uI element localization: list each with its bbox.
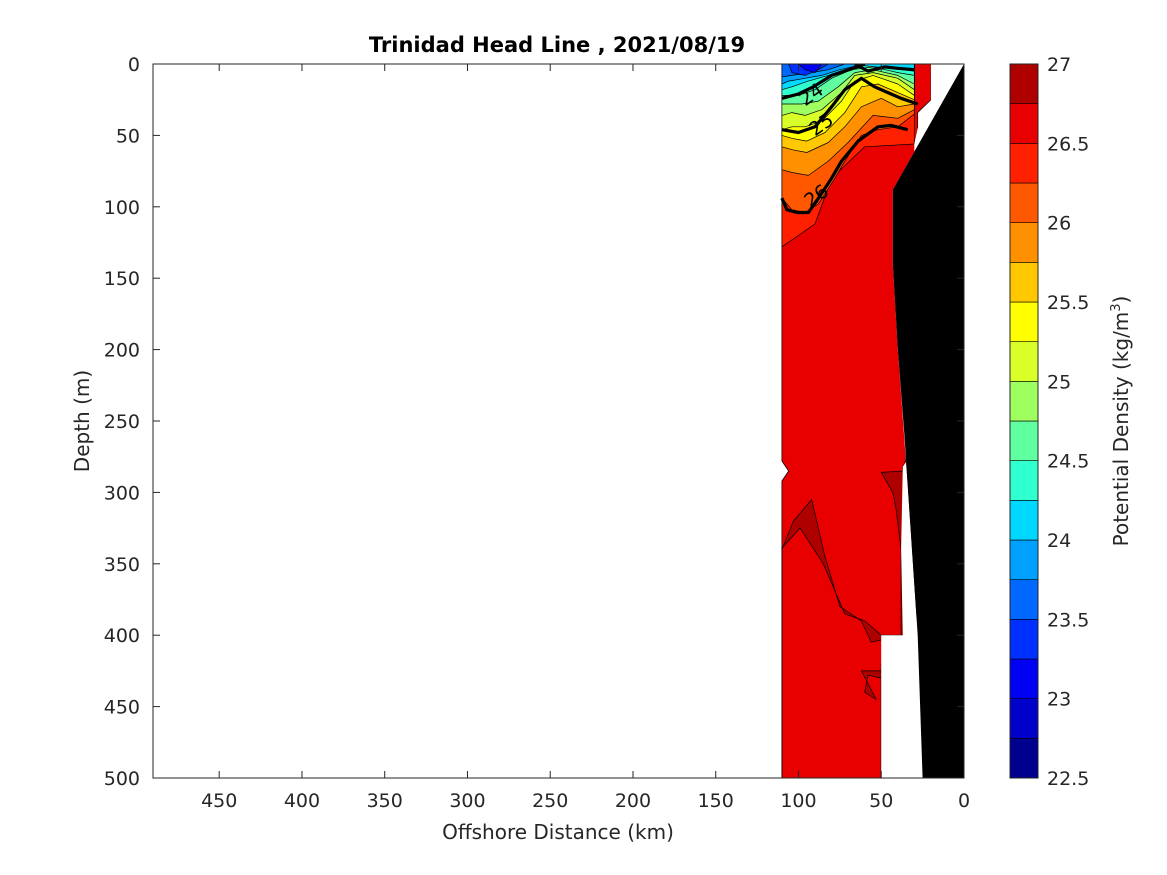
colorbar-tick-label: 24 bbox=[1047, 530, 1071, 552]
colorbar-label-superscript: 3 bbox=[1109, 303, 1124, 311]
colorbar-band bbox=[1009, 579, 1039, 620]
x-tick-label: 400 bbox=[284, 790, 320, 812]
colorbar-band bbox=[1009, 619, 1039, 660]
colorbar-band bbox=[1009, 500, 1039, 541]
x-tick-label: 450 bbox=[201, 790, 237, 812]
y-tick-label: 150 bbox=[104, 268, 140, 290]
colorbar-band bbox=[1009, 420, 1039, 461]
y-tick-label: 200 bbox=[104, 340, 140, 362]
x-tick-label: 50 bbox=[869, 790, 893, 812]
x-tick-label: 200 bbox=[615, 790, 651, 812]
colorbar-label-main: Potential Density (kg/m bbox=[1109, 312, 1133, 547]
colorbar-ticks: 22.5 23 23.5 24 24.5 25 25.5 26 26.5 27 bbox=[1047, 54, 1089, 790]
y-tick-label: 450 bbox=[104, 697, 140, 719]
y-tick-label: 100 bbox=[104, 197, 140, 219]
colorbar-tick-label: 25 bbox=[1047, 371, 1071, 393]
colorbar-band bbox=[1009, 143, 1039, 184]
chart-title: Trinidad Head Line , 2021/08/19 bbox=[369, 33, 745, 57]
y-tick-label: 50 bbox=[116, 125, 140, 147]
colorbar-tick-label: 24.5 bbox=[1047, 451, 1089, 473]
bold-contour-line bbox=[781, 76, 919, 135]
x-tick-label: 300 bbox=[449, 790, 485, 812]
colorbar-tick-label: 26 bbox=[1047, 213, 1071, 235]
bold-contour-line bbox=[780, 123, 909, 215]
x-tick-label: 250 bbox=[532, 790, 568, 812]
x-axis-ticks: 450 400 350 300 250 200 150 100 50 0 bbox=[201, 64, 970, 812]
y-tick-label: 300 bbox=[104, 482, 140, 504]
colorbar-tick-label: 23 bbox=[1047, 689, 1071, 711]
colorbar-band bbox=[1009, 301, 1039, 342]
colorbar-band bbox=[1009, 182, 1039, 223]
y-tick-label: 350 bbox=[104, 554, 140, 576]
colorbar-band bbox=[1009, 63, 1039, 104]
colorbar-frame bbox=[1009, 63, 1039, 779]
colorbar-label: Potential Density (kg/m3) bbox=[1109, 296, 1133, 547]
colorbar-tick-label: 27 bbox=[1047, 54, 1071, 76]
seafloor bbox=[892, 64, 964, 778]
colorbar-fills bbox=[1009, 63, 1039, 779]
colorbar-tick-label: 22.5 bbox=[1047, 768, 1089, 790]
colorbar-band bbox=[1009, 539, 1039, 580]
colorbar-band bbox=[1009, 658, 1039, 699]
x-tick-label: 350 bbox=[367, 790, 403, 812]
x-axis-label: Offshore Distance (km) bbox=[442, 820, 674, 844]
colorbar-label-suffix: ) bbox=[1109, 296, 1133, 304]
colorbar-band bbox=[1009, 222, 1039, 263]
y-axis-label: Depth (m) bbox=[70, 370, 94, 472]
y-axis-ticks: 0 50 100 150 200 250 300 350 400 450 500 bbox=[104, 54, 964, 790]
y-tick-label: 250 bbox=[104, 411, 140, 433]
colorbar-band bbox=[1009, 381, 1039, 422]
x-tick-label: 0 bbox=[958, 790, 970, 812]
contour-region bbox=[798, 64, 823, 73]
bold-contour-line bbox=[781, 64, 866, 100]
colorbar-tick-label: 26.5 bbox=[1047, 133, 1089, 155]
x-tick-label: 100 bbox=[780, 790, 816, 812]
colorbar-band bbox=[1009, 262, 1039, 303]
bold-contour-line bbox=[854, 64, 915, 73]
contour-lines bbox=[780, 64, 919, 215]
x-tick-label: 150 bbox=[698, 790, 734, 812]
y-tick-label: 500 bbox=[104, 768, 140, 790]
colorbar-tick-label: 25.5 bbox=[1047, 292, 1089, 314]
colorbar-band bbox=[1009, 698, 1039, 739]
y-tick-label: 0 bbox=[128, 54, 140, 76]
colorbar-band bbox=[1009, 103, 1039, 144]
colorbar-band bbox=[1009, 460, 1039, 501]
colorbar-band bbox=[1009, 738, 1039, 779]
colorbar-tick-label: 23.5 bbox=[1047, 609, 1089, 631]
contour-fills bbox=[781, 64, 964, 778]
colorbar: 22.5 23 23.5 24 24.5 25 25.5 26 26.5 27 Potential… bbox=[1009, 54, 1133, 790]
y-tick-label: 400 bbox=[104, 625, 140, 647]
colorbar-band bbox=[1009, 341, 1039, 382]
